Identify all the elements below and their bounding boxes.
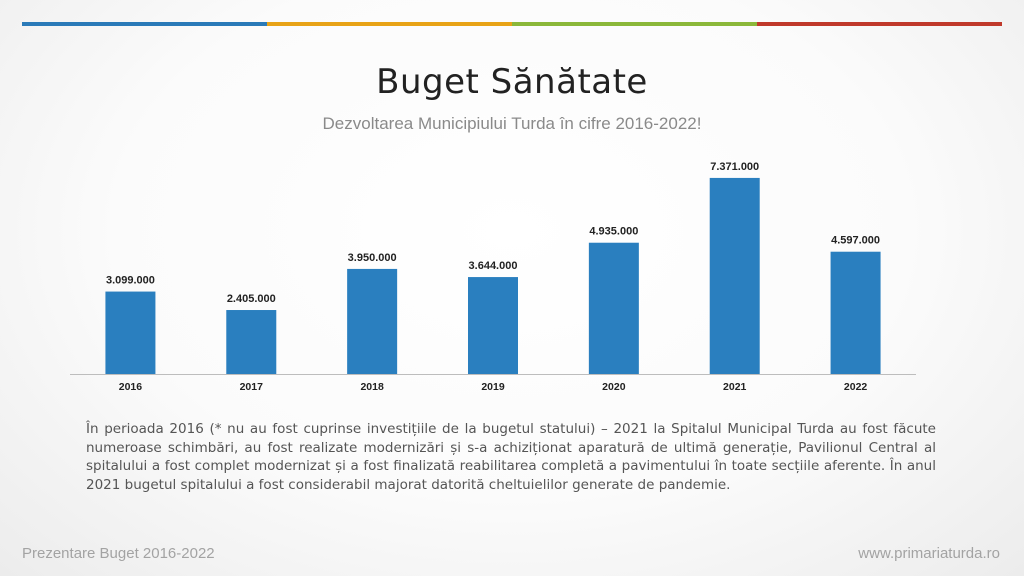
data-label-2016: 3.099.000 (106, 275, 155, 287)
bar-2022 (830, 251, 881, 374)
footer-presentation-title: Prezentare Buget 2016-2022 (22, 545, 215, 562)
x-tick-label-2017: 2017 (240, 381, 264, 393)
data-label-2022: 4.597.000 (831, 235, 880, 247)
x-tick-label-2019: 2019 (481, 381, 505, 393)
data-label-2018: 3.950.000 (348, 252, 397, 264)
data-label-2021: 7.371.000 (710, 161, 759, 173)
data-label-2017: 2.405.000 (227, 293, 276, 305)
data-label-2020: 4.935.000 (589, 226, 638, 238)
bar-2019 (468, 277, 518, 374)
accent-segment-green (512, 22, 757, 26)
description-paragraph: În perioada 2016 (* nu au fost cuprinse … (86, 421, 936, 493)
bar-2016 (105, 291, 156, 374)
page-title: Buget Sănătate (376, 62, 648, 102)
accent-segment-orange (267, 22, 512, 26)
x-tick-label-2021: 2021 (723, 381, 747, 393)
x-tick-label-2022: 2022 (844, 381, 868, 393)
data-label-2019: 3.644.000 (469, 260, 518, 272)
accent-segment-red (757, 22, 1002, 26)
accent-segment-blue (22, 22, 267, 26)
bar-2018 (347, 268, 398, 374)
bar-2021 (709, 177, 760, 374)
bar-2017 (226, 310, 277, 374)
top-accent-bar (22, 22, 1002, 26)
page-subtitle: Dezvoltarea Municipiului Turda în cifre … (322, 114, 702, 133)
x-tick-label-2020: 2020 (602, 381, 626, 393)
x-tick-label-2018: 2018 (360, 381, 384, 393)
bar-2020 (588, 242, 639, 374)
footer-website-link[interactable]: www.primariaturda.ro (858, 545, 1000, 562)
bar-chart: 3.099.000 2016 2.405.000 2017 3.950.000 2018 3… (70, 161, 916, 393)
x-tick-label-2016: 2016 (119, 381, 143, 393)
